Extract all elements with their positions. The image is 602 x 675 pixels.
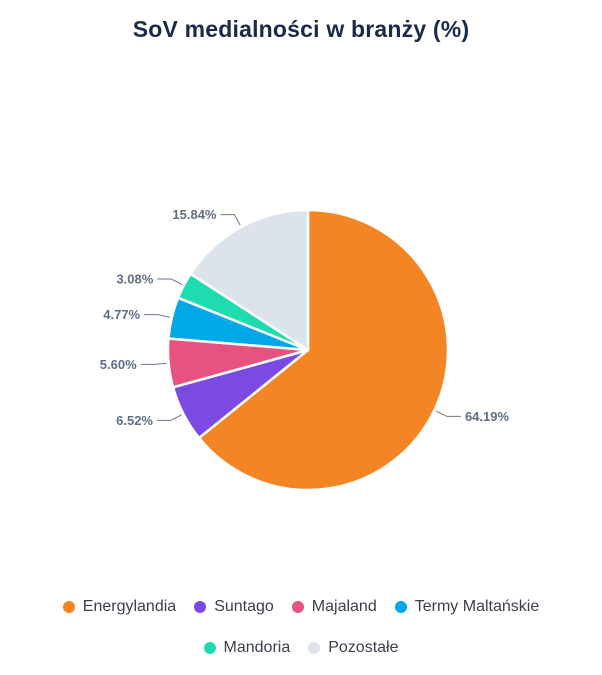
legend-dot	[194, 601, 207, 613]
data-label-energylandia: 64.19%	[465, 409, 510, 424]
pie-chart: 64.19% 6.52% 5.60% 4.77% 3.08% 15.84%	[100, 207, 510, 492]
legend-dot	[394, 601, 407, 613]
legend-label: Pozostałe	[328, 639, 399, 656]
leader-line-suntago	[157, 414, 182, 421]
legend-item-mandoria[interactable]: Mandoria	[203, 639, 291, 657]
legend-item-pozostale[interactable]: Pozostałe	[308, 639, 398, 657]
leader-line-pozostale	[220, 214, 241, 226]
legend-dot	[308, 642, 321, 654]
pie-labels: 64.19% 6.52% 5.60% 4.77% 3.08% 15.84%	[100, 207, 510, 428]
legend-label: Majaland	[311, 598, 377, 615]
legend-item-energylandia[interactable]: Energylandia	[62, 598, 177, 616]
data-label-pozostale: 15.84%	[172, 207, 217, 222]
leader-line-mandoria	[157, 278, 183, 286]
legend-label: Energylandia	[82, 598, 177, 615]
leader-line-majaland	[140, 362, 167, 365]
pie-slice-energylandia[interactable]	[197, 208, 450, 492]
data-label-suntago: 6.52%	[116, 413, 153, 428]
legend-item-majaland[interactable]: Majaland	[291, 598, 377, 616]
pie-slices	[166, 208, 450, 492]
legend-dot	[291, 601, 304, 613]
legend-dot	[62, 601, 75, 613]
leader-line-energylandia	[435, 410, 461, 417]
legend-row-2: Mandoria Pozostałe	[0, 639, 602, 657]
leader-line-termy-maltanskie	[144, 314, 170, 318]
data-label-termy-maltanskie: 4.77%	[103, 307, 140, 322]
pie-slice-pozostale[interactable]	[189, 208, 310, 352]
legend-item-termy-maltanskie[interactable]: Termy Maltańskie	[394, 598, 540, 616]
legend-item-suntago[interactable]: Suntago	[194, 598, 274, 616]
data-label-mandoria: 3.08%	[116, 272, 153, 287]
chart-title: SoV medialności w branży (%)	[132, 16, 470, 42]
legend-label: Termy Maltańskie	[414, 598, 540, 615]
data-label-majaland: 5.60%	[100, 357, 137, 372]
legend-dot	[203, 642, 216, 654]
legend-label: Suntago	[214, 598, 274, 615]
legend-label: Mandoria	[223, 639, 291, 656]
legend-row-1: Energylandia Suntago Majaland Termy Malt…	[0, 598, 602, 616]
